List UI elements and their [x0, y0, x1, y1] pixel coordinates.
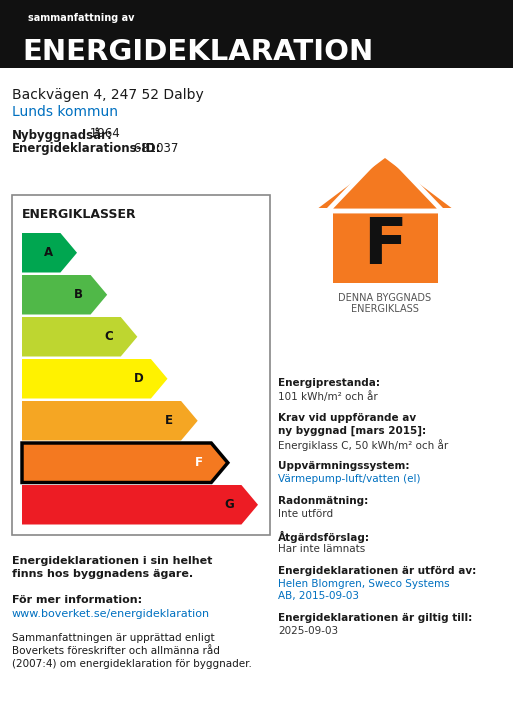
Text: F: F	[195, 456, 203, 470]
Polygon shape	[22, 359, 168, 398]
Text: Radonmätning:: Radonmätning:	[278, 496, 368, 506]
Polygon shape	[22, 443, 228, 483]
Polygon shape	[319, 158, 451, 208]
Text: Inte utförd: Inte utförd	[278, 509, 333, 519]
Text: D: D	[134, 372, 144, 385]
Text: Åtgärdsförslag:: Åtgärdsförslag:	[278, 531, 370, 543]
Text: B: B	[74, 288, 83, 301]
Polygon shape	[22, 317, 137, 357]
Text: Helen Blomgren, Sweco Systems: Helen Blomgren, Sweco Systems	[278, 579, 449, 589]
Text: För mer information:: För mer information:	[12, 595, 142, 605]
Text: ENERGIKLASSER: ENERGIKLASSER	[22, 208, 136, 221]
Text: Energiklass C, 50 kWh/m² och år: Energiklass C, 50 kWh/m² och år	[278, 439, 448, 451]
Text: 101 kWh/m² och år: 101 kWh/m² och år	[278, 391, 378, 402]
Text: Energideklarationen i sin helhet
finns hos byggnadens ägare.: Energideklarationen i sin helhet finns h…	[12, 556, 212, 579]
Text: A: A	[44, 246, 53, 259]
Text: Energiprestanda:: Energiprestanda:	[278, 378, 380, 388]
Text: Energideklarations-ID:: Energideklarations-ID:	[12, 142, 162, 155]
Text: Energideklarationen är giltig till:: Energideklarationen är giltig till:	[278, 613, 472, 623]
Bar	[0, 0, 513, 68]
Text: Nybyggnadsår:: Nybyggnadsår:	[12, 127, 113, 141]
Text: F: F	[363, 215, 407, 277]
Text: Backvägen 4, 247 52 Dalby: Backvägen 4, 247 52 Dalby	[12, 88, 204, 102]
Text: Krav vid uppförande av: Krav vid uppförande av	[278, 413, 416, 423]
Text: ny byggnad [mars 2015]:: ny byggnad [mars 2015]:	[278, 426, 426, 436]
Bar	[332, 208, 438, 283]
Text: 1964: 1964	[86, 127, 120, 140]
Text: E: E	[165, 414, 173, 427]
Polygon shape	[22, 401, 198, 440]
Text: 681037: 681037	[130, 142, 179, 155]
Polygon shape	[22, 275, 107, 314]
Text: Lunds kommun: Lunds kommun	[12, 105, 118, 119]
Text: Uppvärmningssystem:: Uppvärmningssystem:	[278, 461, 409, 471]
Text: www.boverket.se/energideklaration: www.boverket.se/energideklaration	[12, 609, 210, 619]
Text: 2025-09-03: 2025-09-03	[278, 626, 338, 636]
Text: G: G	[225, 498, 234, 511]
Text: Sammanfattningen är upprättad enligt
Boverkets föreskrifter och allmänna råd
(20: Sammanfattningen är upprättad enligt Bov…	[12, 633, 252, 670]
Text: Har inte lämnats: Har inte lämnats	[278, 544, 365, 554]
Text: DENNA BYGGNADS: DENNA BYGGNADS	[339, 293, 431, 303]
Text: sammanfattning av: sammanfattning av	[28, 13, 134, 23]
Text: Energideklarationen är utförd av:: Energideklarationen är utförd av:	[278, 566, 476, 576]
Text: C: C	[104, 331, 113, 343]
Bar	[12, 195, 270, 535]
Text: AB, 2015-09-03: AB, 2015-09-03	[278, 591, 359, 601]
Text: ENERGIKLASS: ENERGIKLASS	[351, 304, 419, 314]
Text: Värmepump-luft/vatten (el): Värmepump-luft/vatten (el)	[278, 474, 421, 484]
Polygon shape	[22, 485, 258, 524]
Text: ENERGIDEKLARATION: ENERGIDEKLARATION	[22, 38, 373, 66]
Polygon shape	[22, 233, 77, 272]
